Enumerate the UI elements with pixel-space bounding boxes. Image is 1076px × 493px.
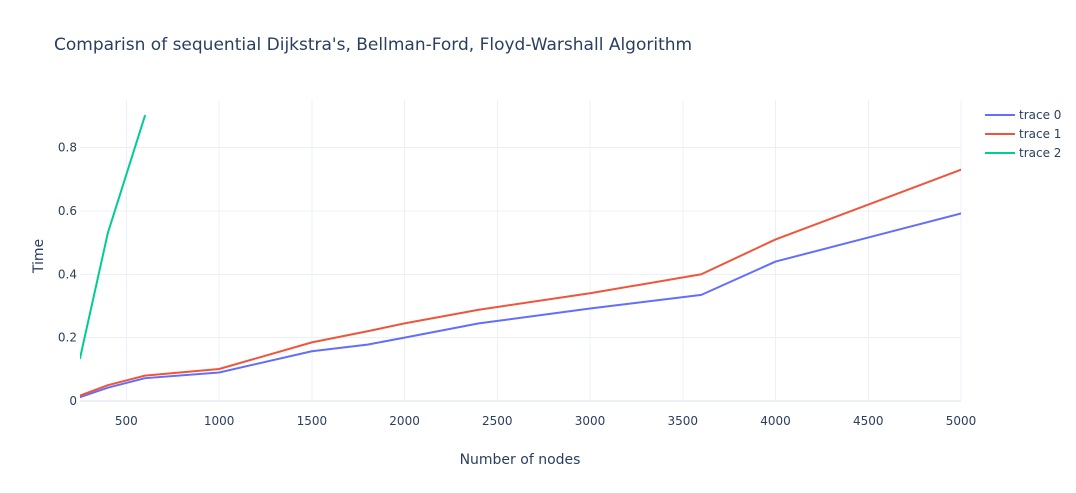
x-tick-label: 2000 <box>389 414 420 428</box>
legend-item-trace-1[interactable]: trace 1 <box>985 127 1061 141</box>
x-tick-label: 4000 <box>760 414 791 428</box>
x-tick-label: 1500 <box>297 414 328 428</box>
chart-title: Comparisn of sequential Dijkstra's, Bell… <box>54 35 692 55</box>
x-tick-label: 4500 <box>853 414 884 428</box>
legend-label: trace 0 <box>1019 108 1061 122</box>
legend[interactable]: trace 0 trace 1 trace 2 <box>985 108 1061 160</box>
x-tick-label: 1000 <box>204 414 235 428</box>
y-tick-label: 0 <box>69 394 77 408</box>
x-tick-label: 3000 <box>575 414 606 428</box>
legend-item-trace-0[interactable]: trace 0 <box>985 108 1061 122</box>
legend-label: trace 2 <box>1019 146 1061 160</box>
y-tick-label: 0.6 <box>58 204 77 218</box>
x-tick-label: 5000 <box>946 414 977 428</box>
grid-layer <box>80 100 962 402</box>
legend-label: trace 1 <box>1019 127 1061 141</box>
y-tick-label: 0.8 <box>58 141 77 155</box>
series-layer <box>80 114 961 399</box>
x-tick-label: 3500 <box>668 414 699 428</box>
legend-item-trace-2[interactable]: trace 2 <box>985 146 1061 160</box>
y-axis-ticks: 0 0.2 0.4 0.6 0.8 <box>58 141 77 408</box>
series-line-trace-1[interactable] <box>80 168 961 397</box>
x-tick-label: 2500 <box>482 414 513 428</box>
x-axis-ticks: 500 1000 1500 2000 2500 3000 3500 4000 4500 5000 <box>115 414 976 428</box>
x-axis-title: Number of nodes <box>460 452 581 468</box>
y-axis-title: Time <box>31 239 47 274</box>
y-tick-label: 0.2 <box>58 331 77 345</box>
series-line-trace-0[interactable] <box>80 212 961 399</box>
series-line-trace-2[interactable] <box>80 114 146 360</box>
y-tick-label: 0.4 <box>58 267 77 281</box>
x-tick-label: 500 <box>115 414 138 428</box>
